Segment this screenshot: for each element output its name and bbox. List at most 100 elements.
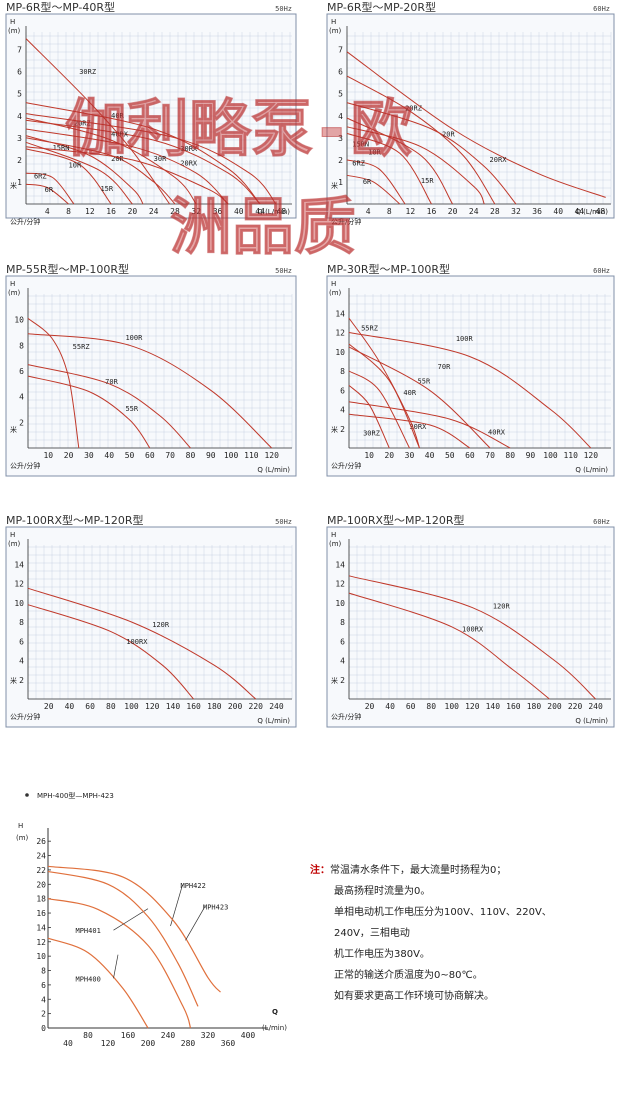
y-tick-label: 12 bbox=[36, 938, 46, 947]
series-label-100R: 100R bbox=[456, 335, 474, 343]
x-tick-label: 16 bbox=[427, 207, 437, 216]
series-label-6R: 6R bbox=[363, 178, 372, 186]
y-tick-label: 12 bbox=[14, 580, 24, 589]
series-label-55R: 55R bbox=[125, 405, 138, 413]
series-line-30R bbox=[25, 128, 229, 205]
series-line-100R bbox=[348, 332, 592, 449]
y-tick-label: 5 bbox=[338, 90, 343, 99]
x-tick-label: 120 bbox=[465, 702, 480, 711]
y-tick-label: 10 bbox=[335, 348, 345, 357]
series-line-120R bbox=[27, 587, 257, 700]
x-tick-label: 40 bbox=[104, 451, 114, 460]
y-axis-side-label: 米 bbox=[331, 425, 338, 434]
series-label-6RZ: 6RZ bbox=[34, 173, 47, 181]
y-tick-label: 4 bbox=[340, 657, 345, 666]
y-tick-label: 10 bbox=[36, 952, 46, 961]
x-tick-label: 110 bbox=[244, 451, 259, 460]
chart-title: MP-6R型～MP-20R型 bbox=[327, 0, 436, 14]
x-tick-label: 240 bbox=[269, 702, 284, 711]
note-line-6: 如有要求更高工作环境可协商解决。 bbox=[334, 991, 494, 1002]
series-label-100RX: 100RX bbox=[126, 638, 148, 646]
y-axis-side-label: 米 bbox=[10, 181, 17, 190]
y-tick-label: 8 bbox=[340, 618, 345, 627]
series-label-20R: 20R bbox=[442, 131, 455, 139]
x-tick-label: 30 bbox=[84, 451, 94, 460]
series-label-55R: 55R bbox=[418, 378, 431, 386]
y-tick-label: 6 bbox=[340, 386, 345, 395]
series-label-MPH401: MPH401 bbox=[76, 927, 101, 935]
y-axis-label: H bbox=[10, 18, 15, 26]
chart-mph: MPH-400型—MPH-423H(m)02468101214161820222… bbox=[16, 791, 287, 1048]
series-label-30RX: 30RX bbox=[409, 423, 427, 431]
x-tick-label: 20 bbox=[384, 451, 394, 460]
x-tick-label: 40 bbox=[425, 451, 435, 460]
x-tick-label: 48 bbox=[277, 207, 287, 216]
x-tick-label: 50 bbox=[445, 451, 455, 460]
series-label-30R: 30R bbox=[154, 155, 167, 163]
y-tick-label: 2 bbox=[19, 418, 24, 427]
series-label-55RZ: 55RZ bbox=[361, 325, 378, 333]
chart-frequency: 60Hz bbox=[593, 518, 610, 526]
y-tick-label: 7 bbox=[17, 46, 22, 55]
y-tick-label: 18 bbox=[36, 895, 46, 904]
series-label-10R: 10R bbox=[69, 162, 82, 170]
y-tick-label: 4 bbox=[41, 995, 46, 1004]
y-tick-label: 8 bbox=[19, 618, 24, 627]
x-tick-label: 120 bbox=[264, 451, 279, 460]
spec-note: 注：常温清水条件下，最大流量时扬程为0； 最高扬程时流量为0。 单相电动机工作电… bbox=[310, 860, 610, 1007]
y-tick-label: 4 bbox=[338, 112, 343, 121]
x-tick-label: 4 bbox=[45, 207, 50, 216]
series-line-6RZ bbox=[25, 172, 75, 205]
note-line-2: 单相电动机工作电压分为100V、110V、220V、 bbox=[334, 907, 552, 918]
chart-frequency: 50Hz bbox=[275, 267, 292, 275]
x-tick-label: 100 bbox=[124, 702, 139, 711]
series-line-20RX bbox=[25, 146, 229, 205]
y-axis-side-label: 米 bbox=[10, 425, 17, 434]
y-tick-label: 24 bbox=[36, 852, 46, 861]
bullet-icon bbox=[25, 793, 29, 797]
series-label-20R: 20R bbox=[111, 155, 124, 163]
note-lead: 注： bbox=[310, 865, 330, 876]
x-tick-label: 400 bbox=[241, 1031, 256, 1040]
series-label-40R: 40R bbox=[403, 389, 416, 397]
x-tick-label: 28 bbox=[490, 207, 500, 216]
y-tick-label: 8 bbox=[340, 367, 345, 376]
x-tick-label: 28 bbox=[170, 207, 180, 216]
y-axis-unit: (m) bbox=[329, 289, 342, 297]
x-axis-label-right: Q (L/min) bbox=[575, 208, 608, 216]
x-tick-label: 180 bbox=[207, 702, 222, 711]
series-line-40R bbox=[25, 102, 261, 205]
y-tick-label: 4 bbox=[340, 406, 345, 415]
series-line-MPH422 bbox=[47, 870, 199, 1007]
series-label-6RZ: 6RZ bbox=[352, 159, 365, 167]
series-label-40R: 40R bbox=[111, 112, 124, 120]
mph-chart-title: MPH-400型—MPH-423 bbox=[37, 791, 114, 800]
y-axis-side-label: 米 bbox=[331, 676, 338, 685]
series-label-70R: 70R bbox=[438, 363, 451, 371]
x-axis-label-right: Q (L/min) bbox=[257, 717, 290, 725]
y-tick-label: 1 bbox=[338, 178, 343, 187]
series-line-20R bbox=[346, 102, 517, 205]
x-tick-label: 32 bbox=[191, 207, 201, 216]
series-line-40RX bbox=[25, 113, 277, 205]
y-axis-label: H bbox=[10, 531, 15, 539]
x-tick-label: 90 bbox=[206, 451, 216, 460]
y-tick-label: 6 bbox=[41, 981, 46, 990]
series-label-30RX: 30RX bbox=[180, 145, 198, 153]
y-tick-label: 2 bbox=[340, 676, 345, 685]
series-line-55R bbox=[27, 375, 151, 449]
x-tick-label: 160 bbox=[506, 702, 521, 711]
x-axis-label-left: 公升/分钟 bbox=[331, 461, 361, 470]
x-tick-label: 4 bbox=[366, 207, 371, 216]
y-tick-label: 2 bbox=[17, 156, 22, 165]
y-tick-label: 6 bbox=[17, 68, 22, 77]
x-tick-label: 48 bbox=[596, 207, 606, 216]
series-line-70R bbox=[348, 346, 491, 449]
y-axis-label: H bbox=[18, 822, 23, 830]
x-axis-label-left: 公升/分钟 bbox=[331, 712, 361, 721]
y-tick-label: 16 bbox=[36, 909, 46, 918]
y-tick-label: 6 bbox=[19, 637, 24, 646]
chart-5: MP-100RX型～MP-120R型 60Hz H(m) 米公升/分钟 Q (L/min… bbox=[326, 513, 615, 728]
